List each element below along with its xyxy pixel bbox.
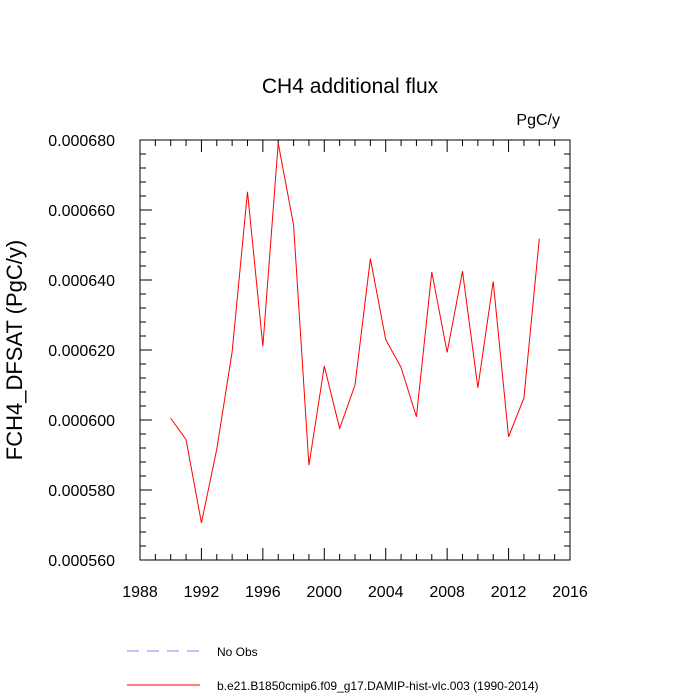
series-layer [170,143,540,524]
x-tick-labels: 1988 1992 1996 2000 2004 2008 2012 2016 [122,584,588,601]
y-tick-label: 0.000600 [48,413,115,430]
x-tick-label: 2000 [306,584,342,601]
legend: No Obs b.e21.B1850cmip6.f09_g17.DAMIP-hi… [127,645,539,693]
legend-label-no-obs: No Obs [217,645,258,659]
x-tick-label: 1988 [122,584,158,601]
y-tick-label: 0.000640 [48,273,115,290]
y-tick-label: 0.000660 [48,203,115,220]
plot-frame [139,139,571,561]
y-tick-label: 0.000560 [48,553,115,570]
series-line-0 [170,143,540,524]
axis-ticks [139,139,571,561]
y-tick-label: 0.000620 [48,343,115,360]
y-tick-label: 0.000580 [48,483,115,500]
y-tick-labels: 0.000560 0.000580 0.000600 0.000620 0.000640… [48,133,115,570]
x-tick-label: 2016 [552,584,588,601]
x-tick-label: 1992 [184,584,220,601]
x-tick-label: 2012 [491,584,527,601]
y-axis-label: FCH4_DFSAT (PgC/y) [2,240,27,460]
x-tick-label: 1996 [245,584,281,601]
x-tick-label: 2004 [368,584,404,601]
x-tick-label: 2008 [429,584,465,601]
y-tick-label: 0.000680 [48,133,115,150]
legend-label-model: b.e21.B1850cmip6.f09_g17.DAMIP-hist-vlc.… [217,679,539,693]
chart-title: CH4 additional flux [262,75,439,98]
units-label: PgC/y [516,112,560,129]
